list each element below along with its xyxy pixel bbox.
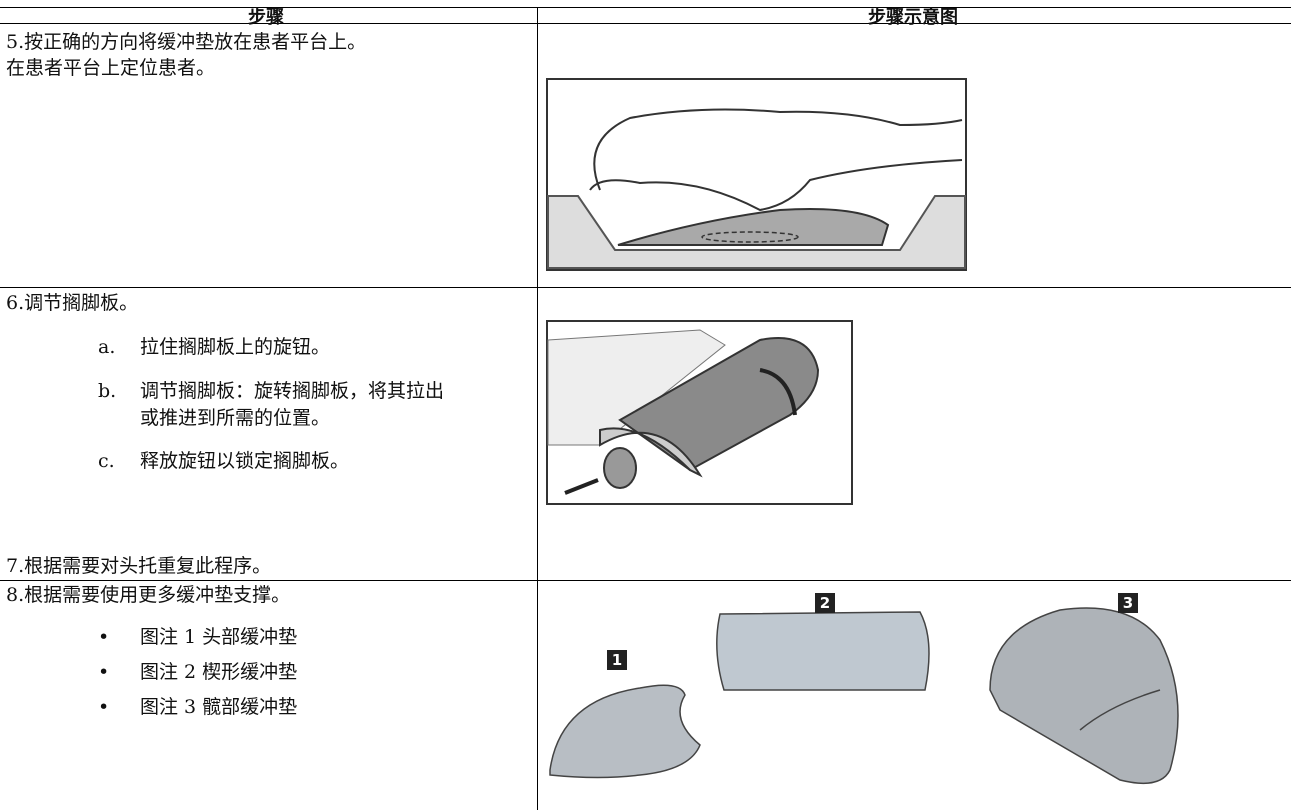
callout: 3	[1118, 593, 1138, 613]
header-cell: 步骤	[248, 7, 284, 28]
item-text: 或推进到所需的位置。	[140, 407, 331, 429]
item-marker: •	[98, 696, 110, 718]
footrest-illustration	[546, 320, 853, 505]
step-text: 6.调节搁脚板。	[6, 292, 139, 314]
rule	[0, 7, 1291, 8]
callout: 1	[607, 650, 627, 670]
item-marker: •	[98, 626, 110, 648]
item-marker: c.	[98, 450, 115, 472]
item-marker: a.	[98, 336, 116, 358]
item-text: 拉住搁脚板上的旋钮。	[140, 336, 331, 358]
header-cell: 步骤示意图	[868, 7, 958, 28]
patient-illustration	[546, 78, 967, 271]
rule	[0, 287, 1291, 288]
item-text: 图注 1 头部缓冲垫	[140, 626, 298, 648]
item-text: 图注 2 楔形缓冲垫	[140, 661, 298, 683]
step-text: 8.根据需要使用更多缓冲垫支撑。	[6, 584, 291, 606]
item-text: 调节搁脚板：旋转搁脚板，将其拉出	[140, 380, 445, 402]
step-text: 在患者平台上定位患者。	[6, 57, 216, 79]
column-divider	[537, 7, 538, 810]
step-text: 5.按正确的方向将缓冲垫放在患者平台上。	[6, 31, 367, 53]
callout: 2	[815, 593, 835, 613]
rule	[0, 580, 1291, 581]
cushions-illustration	[549, 607, 1179, 785]
item-text: 图注 3 髋部缓冲垫	[140, 696, 298, 718]
item-text: 释放旋钮以锁定搁脚板。	[140, 450, 350, 472]
item-marker: b.	[98, 380, 117, 402]
item-marker: •	[98, 661, 110, 683]
step-text: 7.根据需要对头托重复此程序。	[6, 555, 272, 577]
rule	[0, 23, 1291, 24]
